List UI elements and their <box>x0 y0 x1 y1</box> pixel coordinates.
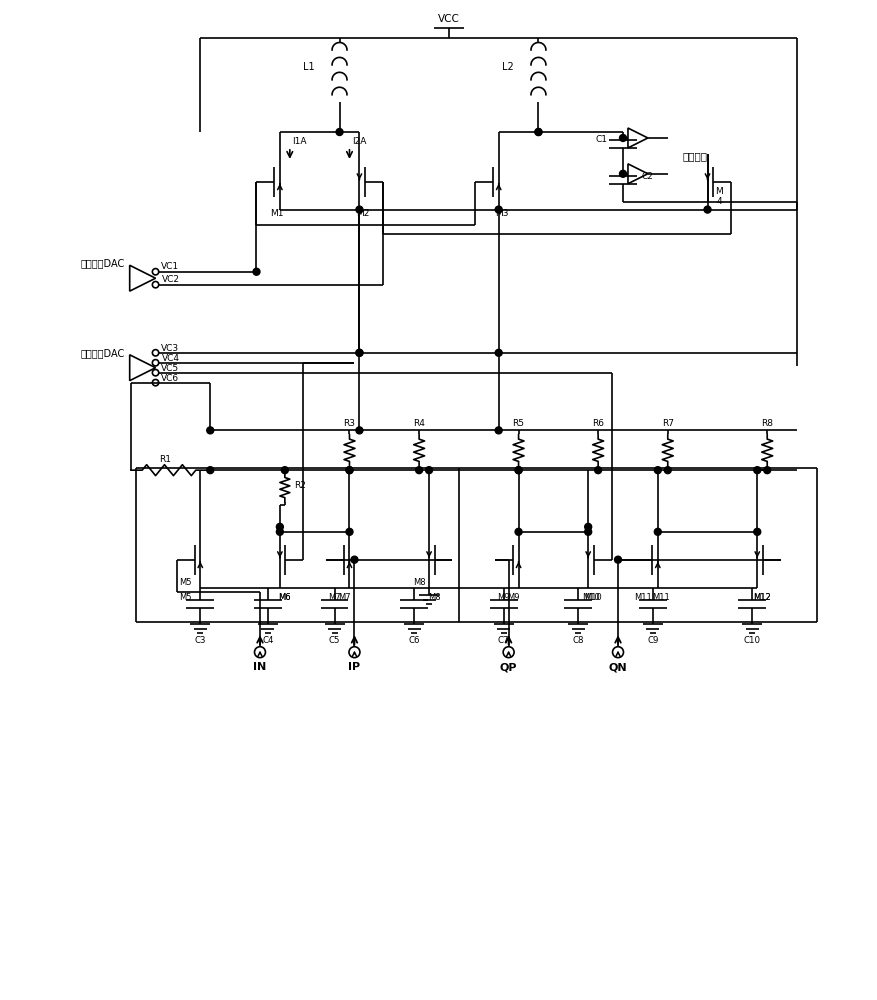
Circle shape <box>753 528 759 535</box>
Text: R2: R2 <box>294 481 305 490</box>
Text: M7: M7 <box>338 593 351 602</box>
Circle shape <box>351 556 358 563</box>
Text: C6: C6 <box>408 636 419 645</box>
Text: QN: QN <box>608 662 627 672</box>
Circle shape <box>753 467 759 474</box>
Circle shape <box>515 467 522 474</box>
Circle shape <box>495 349 502 356</box>
Text: VC2: VC2 <box>161 275 179 284</box>
Text: M1: M1 <box>270 209 283 218</box>
Text: C1: C1 <box>595 135 606 144</box>
Circle shape <box>346 528 353 535</box>
Circle shape <box>495 427 502 434</box>
Text: 相位控制DAC: 相位控制DAC <box>81 348 125 358</box>
Circle shape <box>276 528 283 535</box>
Text: VC6: VC6 <box>161 374 179 383</box>
Text: M3: M3 <box>495 209 508 218</box>
Circle shape <box>584 523 591 530</box>
Text: IN: IN <box>253 662 267 672</box>
Text: C5: C5 <box>329 636 340 645</box>
Circle shape <box>348 647 360 658</box>
Circle shape <box>355 206 362 213</box>
Text: M9: M9 <box>507 593 519 602</box>
Circle shape <box>276 523 283 530</box>
Circle shape <box>355 349 362 356</box>
Circle shape <box>594 467 601 474</box>
Text: IP: IP <box>348 662 360 672</box>
Text: R5: R5 <box>512 419 524 428</box>
Circle shape <box>346 467 353 474</box>
Circle shape <box>495 206 502 213</box>
Text: M5: M5 <box>179 578 191 587</box>
Text: M6: M6 <box>278 593 291 602</box>
Text: I2A: I2A <box>352 137 367 146</box>
Circle shape <box>534 129 541 135</box>
Circle shape <box>653 467 660 474</box>
Circle shape <box>206 467 213 474</box>
Circle shape <box>346 467 353 474</box>
Text: R3: R3 <box>343 419 355 428</box>
Text: M11: M11 <box>651 593 669 602</box>
Circle shape <box>703 206 710 213</box>
Circle shape <box>336 129 343 135</box>
Circle shape <box>253 268 260 275</box>
Text: C4: C4 <box>262 636 274 645</box>
Text: C2: C2 <box>641 172 653 181</box>
Circle shape <box>206 427 213 434</box>
Text: R6: R6 <box>591 419 603 428</box>
Text: M6: M6 <box>278 593 291 602</box>
Circle shape <box>515 528 522 535</box>
Text: QP: QP <box>499 662 517 672</box>
Text: M11: M11 <box>633 593 651 602</box>
Text: C9: C9 <box>646 636 658 645</box>
Text: M5: M5 <box>179 593 191 602</box>
Circle shape <box>425 467 432 474</box>
Circle shape <box>355 427 362 434</box>
Circle shape <box>763 467 770 474</box>
Text: VC1: VC1 <box>161 262 179 271</box>
Circle shape <box>254 647 265 658</box>
Text: R8: R8 <box>760 419 773 428</box>
Text: M9: M9 <box>497 593 510 602</box>
Text: M12: M12 <box>752 593 770 602</box>
Text: M10: M10 <box>583 593 602 602</box>
Text: VC3: VC3 <box>161 344 179 353</box>
Text: 射频输出: 射频输出 <box>682 151 707 161</box>
Text: I1A: I1A <box>292 137 307 146</box>
Circle shape <box>614 556 621 563</box>
Text: C7: C7 <box>497 636 509 645</box>
Text: VC5: VC5 <box>161 364 179 373</box>
Circle shape <box>619 134 626 141</box>
Circle shape <box>281 467 288 474</box>
Text: M2: M2 <box>355 209 368 218</box>
Circle shape <box>584 528 591 535</box>
Circle shape <box>653 528 660 535</box>
Circle shape <box>664 467 671 474</box>
Text: R1: R1 <box>160 455 171 464</box>
Text: L1: L1 <box>303 62 314 72</box>
Text: M7: M7 <box>328 593 340 602</box>
Text: M12: M12 <box>752 593 770 602</box>
Text: M
4: M 4 <box>715 187 723 206</box>
Text: C3: C3 <box>195 636 206 645</box>
Text: 增益控制DAC: 增益控制DAC <box>81 258 125 268</box>
Text: M8: M8 <box>427 593 440 602</box>
Text: VC4: VC4 <box>161 354 179 363</box>
Circle shape <box>612 647 623 658</box>
Text: VCC: VCC <box>438 14 460 24</box>
Text: L2: L2 <box>502 62 513 72</box>
Text: M8: M8 <box>412 578 425 587</box>
Circle shape <box>515 467 522 474</box>
Circle shape <box>503 647 514 658</box>
Circle shape <box>619 170 626 177</box>
Text: R7: R7 <box>661 419 673 428</box>
Text: R4: R4 <box>413 419 424 428</box>
Text: C8: C8 <box>572 636 583 645</box>
Text: C10: C10 <box>743 636 760 645</box>
Circle shape <box>534 129 541 135</box>
Text: M10: M10 <box>581 593 599 602</box>
Circle shape <box>415 467 422 474</box>
Circle shape <box>355 349 362 356</box>
